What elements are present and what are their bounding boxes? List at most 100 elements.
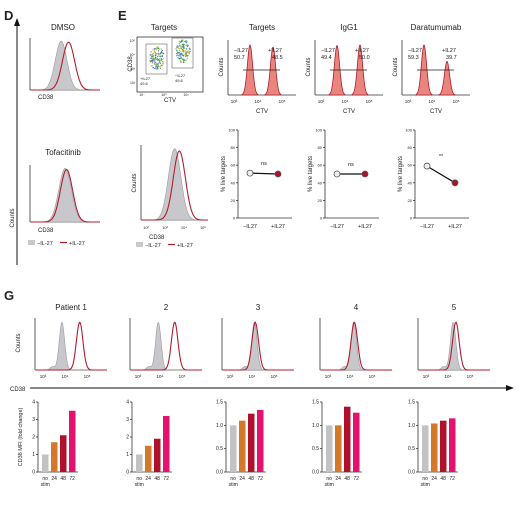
e-dotplot-event [187,54,189,56]
g-bars-3-xtick: 24 [239,476,245,482]
e-dotplot-event [159,58,161,60]
e-dotplot-event [184,49,186,52]
e-dotplot-event [149,59,151,62]
e-igg1-gate-minus-label: −IL27 [321,48,335,54]
e-dotplot-gate-minus-value: 49.6 [175,78,184,83]
e-live-igg1-point-plus [361,170,369,178]
e-dotplot-event [158,49,160,51]
e-dotplot-event [160,50,163,52]
g-bars-1-bar-2 [60,435,67,472]
g-bars-4-bar-1 [335,425,342,472]
e-targets-xlabel: CTV [256,109,268,115]
e-dotplot-event [162,57,164,60]
e-dara-ylabel: Counts [393,57,399,76]
e-dotplot-event [181,43,183,46]
d-legend-minus: −IL-27 [37,241,53,247]
e-dotplot-gate-minus-label: −IL27 [175,73,186,78]
g-counts-label: Counts [16,333,22,352]
g-hist-5-xtick: 10⁵ [467,374,474,379]
g-bars-3-xtick: 72 [257,476,263,482]
e-live-igg1-ytick: 60 [318,163,323,168]
g-hist-3-xtick: 10³ [227,374,234,379]
d-counts-label: Counts [10,208,16,227]
e-dotplot-event [180,44,182,46]
e-dotplot-event [182,39,184,41]
e-dotplot-event [184,53,186,55]
e-targets-gate-plus-value: 48.5 [272,55,283,61]
g-bars-5-xtick: 48 [440,476,446,482]
e-dotplot-event [182,60,184,62]
g-hist-3-red-histogram [223,321,294,371]
e-igg1-gate-minus-value: 49.4 [321,55,332,61]
e-dotplot-event [178,41,180,43]
e-dotplot-event [160,48,163,50]
e-dotplot-event [181,58,183,60]
e-dotplot-event [180,56,182,58]
e-dotplot-event [184,60,186,62]
e-dotplot-event [180,54,182,57]
e-dotplot-event [156,63,158,65]
e-dotplot-event [177,47,179,49]
g-bars-3-ytick: 0.5 [216,446,223,452]
e-cd38-ylabel: Counts [132,173,138,192]
e-dotplot-ytick: 10³ [130,67,136,71]
g-hist-3-xtick: 10⁴ [249,374,256,379]
d-dmso-red-histogram [31,41,100,91]
g-bars-1-ytick: 2 [32,435,35,441]
e-live-dara-point-minus [423,162,431,170]
e-dotplot-xtick: 10⁰ [161,93,167,97]
e-dotplot-event [187,55,189,57]
e-dotplot-event [158,59,160,61]
g-bars-1-xtick: 48 [60,476,66,482]
g-bars-5-ytick: 0.5 [408,446,415,452]
g-hist-5-xtick: 10⁴ [445,374,452,379]
e-dotplot-events [149,39,191,70]
g-bars-2-xtick-no: no [136,476,142,482]
e-targets-peak-plus [264,46,282,96]
e-igg1-gate-plus-value: 50.0 [359,55,370,61]
e-dotplot-event [178,55,180,57]
g-bars-3-xtick: 48 [248,476,254,482]
e-dotplot-event [154,56,156,58]
g-bars-5-ytick: 0.0 [408,470,415,476]
g-bars-3-ytick: 1.0 [216,423,223,429]
e-dotplot-event [183,44,185,46]
e-dotplot-event [156,47,158,49]
e-dotplot-event [159,56,161,58]
e-dotplot-xtick: 10³ [183,93,189,97]
e-dotplot-event [150,51,152,53]
e-dotplot-event [150,60,152,63]
e-dotplot-event [162,61,164,63]
g-bars-3-bar-2 [248,413,255,472]
e-live-igg1-point-minus [333,170,341,178]
g-bars-3-bar-0 [230,425,237,472]
d-legend-plus: +IL-27 [69,241,85,247]
panel-label-e: E [118,8,127,23]
e-cd38-xlabel: CD38 [149,235,165,241]
e-dotplot-event [159,67,161,69]
e-dotplot-event [183,61,185,63]
e-dotplot-event [181,40,183,42]
g-bars-1-bar-3 [69,410,76,472]
g-bars-5-ytick: 1.5 [408,400,415,406]
e-dotplot-gate-plus [171,37,194,69]
g-bars-1-bar-0 [42,454,49,472]
g-cd38-label: CD38 [10,387,26,393]
g-bars-4-bar-2 [344,406,351,472]
e-dotplot-event [160,65,162,68]
e-dotplot-event [155,53,157,55]
g-bars-4-ytick: 1.5 [312,400,319,406]
e-dotplot-event [158,58,160,61]
e-dotplot-event [151,65,153,67]
e-dotplot-frame [136,36,204,93]
e-targets-xtick: 10⁵ [279,99,286,104]
g-bars-1-ytick: 1 [32,452,35,458]
g-bars-2-xtick: 24 [145,476,151,482]
g-hist-1-gray-histogram [36,321,107,371]
g-bars-4-xtick: 48 [344,476,350,482]
g-hist-4-xtick: 10⁴ [347,374,354,379]
e-dotplot-event [161,50,163,52]
g-hist-1-xtick: 10³ [40,374,47,379]
e-dotplot-event [176,50,178,52]
